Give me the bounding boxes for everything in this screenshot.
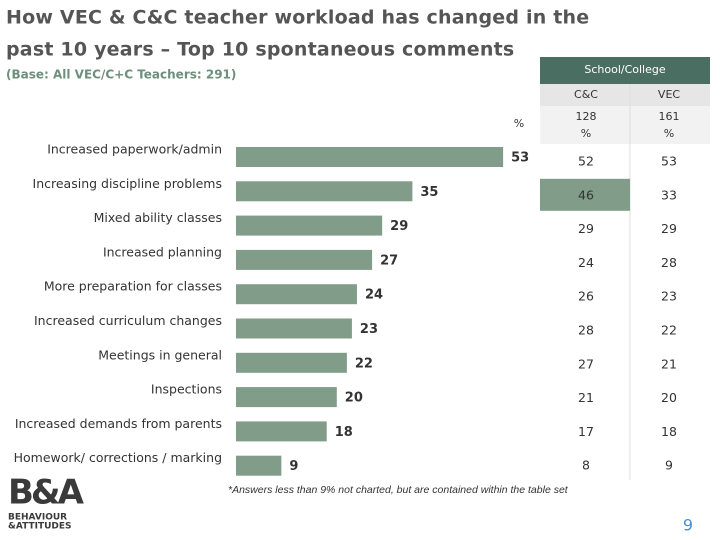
table-cell: 29 xyxy=(661,221,677,236)
table-cell: 22 xyxy=(661,323,677,338)
category-label: Increased planning xyxy=(103,244,222,259)
category-label: Homework/ corrections / marking xyxy=(14,450,222,465)
bar xyxy=(236,455,282,476)
value-label: 29 xyxy=(390,219,408,234)
bar xyxy=(236,284,357,305)
logo-mark: B&A xyxy=(8,473,85,513)
unit: % xyxy=(581,127,591,140)
bar xyxy=(236,249,373,270)
column-header: VEC xyxy=(658,88,680,101)
value-label: 23 xyxy=(360,322,378,337)
unit: % xyxy=(664,127,674,140)
slide-title: past 10 years – Top 10 spontaneous comme… xyxy=(6,39,514,61)
logo-text: &ATTITUDES xyxy=(8,522,72,532)
table-cell: 24 xyxy=(578,255,594,270)
category-label: Increased paperwork/admin xyxy=(47,142,222,157)
category-label: More preparation for classes xyxy=(44,279,222,294)
column-header: C&C xyxy=(574,88,598,101)
bar xyxy=(236,421,327,442)
category-label: Mixed ability classes xyxy=(94,210,222,225)
subtitle: (Base: All VEC/C+C Teachers: 291) xyxy=(6,68,236,82)
table-cell: 9 xyxy=(665,458,673,473)
table-cell: 23 xyxy=(661,289,677,304)
base-count: 161 xyxy=(659,110,680,123)
bar xyxy=(236,387,337,408)
table-cell: 28 xyxy=(578,323,594,338)
base-count: 128 xyxy=(576,110,597,123)
logo-text: BEHAVIOUR xyxy=(8,513,67,523)
table-cell: 20 xyxy=(661,390,677,405)
table-cell: 33 xyxy=(661,187,677,202)
table-cell: 29 xyxy=(578,221,594,236)
value-label: 9 xyxy=(289,459,298,474)
bar xyxy=(236,147,504,167)
category-label: Increasing discipline problems xyxy=(33,176,222,191)
value-label: 53 xyxy=(511,151,529,166)
table-base-bg xyxy=(540,106,710,144)
value-label: 27 xyxy=(380,253,398,268)
bar xyxy=(236,181,413,202)
category-label: Meetings in general xyxy=(98,347,222,362)
bar xyxy=(236,318,352,339)
category-label: Inspections xyxy=(151,382,222,397)
table-cell: 26 xyxy=(578,289,594,304)
footnote: *Answers less than 9% not charted, but a… xyxy=(228,484,569,496)
value-label: 22 xyxy=(355,356,373,371)
table-cell: 21 xyxy=(578,390,594,405)
table-cell: 21 xyxy=(661,356,677,371)
bar xyxy=(236,352,347,373)
table-cell: 18 xyxy=(661,424,677,439)
table-cell: 8 xyxy=(582,458,590,473)
table-cell: 28 xyxy=(661,255,677,270)
table-group-header: School/College xyxy=(584,63,665,76)
table-cell: 46 xyxy=(578,187,594,202)
table-col-bg xyxy=(540,84,710,106)
value-label: 24 xyxy=(365,288,383,303)
unit-label: % xyxy=(514,117,524,130)
slide-title: How VEC & C&C teacher workload has chang… xyxy=(6,7,589,29)
page-number: 9 xyxy=(683,516,693,535)
category-label: Increased demands from parents xyxy=(15,416,222,431)
table-cell: 52 xyxy=(578,154,594,169)
table-cell: 17 xyxy=(578,424,594,439)
value-label: 20 xyxy=(345,391,363,406)
table-cell: 53 xyxy=(661,154,677,169)
bar xyxy=(236,215,383,236)
category-label: Increased curriculum changes xyxy=(34,313,222,328)
cell-highlight xyxy=(540,178,630,211)
value-label: 35 xyxy=(420,185,438,200)
value-label: 18 xyxy=(335,425,353,440)
table-header-bg xyxy=(540,57,710,84)
table-cell: 27 xyxy=(578,356,594,371)
